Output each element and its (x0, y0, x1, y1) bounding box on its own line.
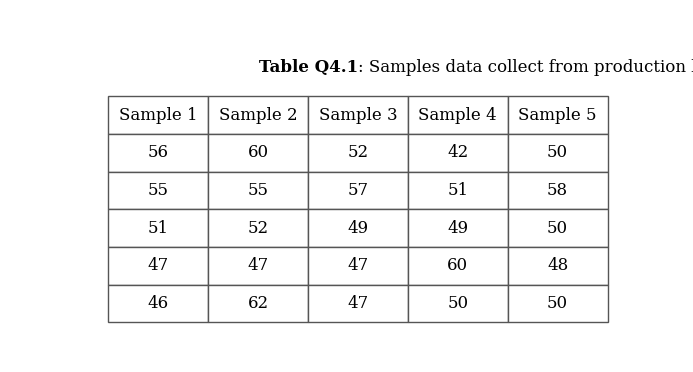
Bar (508, 96, 608, 134)
Bar (508, 134, 608, 171)
Text: 50: 50 (547, 295, 568, 312)
Text: 51: 51 (447, 182, 468, 199)
Bar (108, 209, 208, 247)
Bar (407, 134, 508, 171)
Bar (108, 134, 208, 171)
Text: 47: 47 (148, 257, 168, 275)
Text: 52: 52 (347, 144, 369, 161)
Bar (308, 247, 407, 285)
Bar (308, 134, 407, 171)
Text: 50: 50 (447, 295, 468, 312)
Text: 47: 47 (347, 257, 369, 275)
Bar (508, 247, 608, 285)
Bar (308, 209, 407, 247)
Text: Sample 3: Sample 3 (319, 106, 397, 124)
Text: Sample 1: Sample 1 (119, 106, 198, 124)
Text: : Samples data collect from production line.: : Samples data collect from production l… (358, 59, 693, 76)
Bar (208, 285, 308, 323)
Text: 48: 48 (547, 257, 568, 275)
Bar (108, 171, 208, 209)
Text: 58: 58 (547, 182, 568, 199)
Bar (208, 171, 308, 209)
Bar (508, 209, 608, 247)
Text: 47: 47 (247, 257, 269, 275)
Text: 49: 49 (447, 220, 468, 237)
Text: 46: 46 (148, 295, 168, 312)
Text: 50: 50 (547, 144, 568, 161)
Bar (508, 285, 608, 323)
Text: 47: 47 (347, 295, 369, 312)
Bar (407, 171, 508, 209)
Bar (407, 96, 508, 134)
Bar (108, 285, 208, 323)
Text: 55: 55 (148, 182, 168, 199)
Bar (308, 285, 407, 323)
Text: 52: 52 (247, 220, 268, 237)
Text: 57: 57 (347, 182, 369, 199)
Text: 62: 62 (247, 295, 268, 312)
Text: 49: 49 (347, 220, 369, 237)
Bar (308, 171, 407, 209)
Text: 55: 55 (247, 182, 268, 199)
Text: 51: 51 (148, 220, 168, 237)
Text: 42: 42 (447, 144, 468, 161)
Text: Table Q4.1: Table Q4.1 (258, 59, 358, 76)
Bar (208, 134, 308, 171)
Bar (407, 247, 508, 285)
Bar (208, 209, 308, 247)
Text: Sample 4: Sample 4 (419, 106, 497, 124)
Text: Sample 5: Sample 5 (518, 106, 597, 124)
Bar (108, 247, 208, 285)
Text: 50: 50 (547, 220, 568, 237)
Text: 60: 60 (247, 144, 268, 161)
Bar (208, 96, 308, 134)
Text: 56: 56 (148, 144, 168, 161)
Bar (308, 96, 407, 134)
Text: 60: 60 (447, 257, 468, 275)
Bar (208, 247, 308, 285)
Bar (508, 171, 608, 209)
Bar (407, 209, 508, 247)
Text: Sample 2: Sample 2 (218, 106, 297, 124)
Bar (108, 96, 208, 134)
Bar (407, 285, 508, 323)
